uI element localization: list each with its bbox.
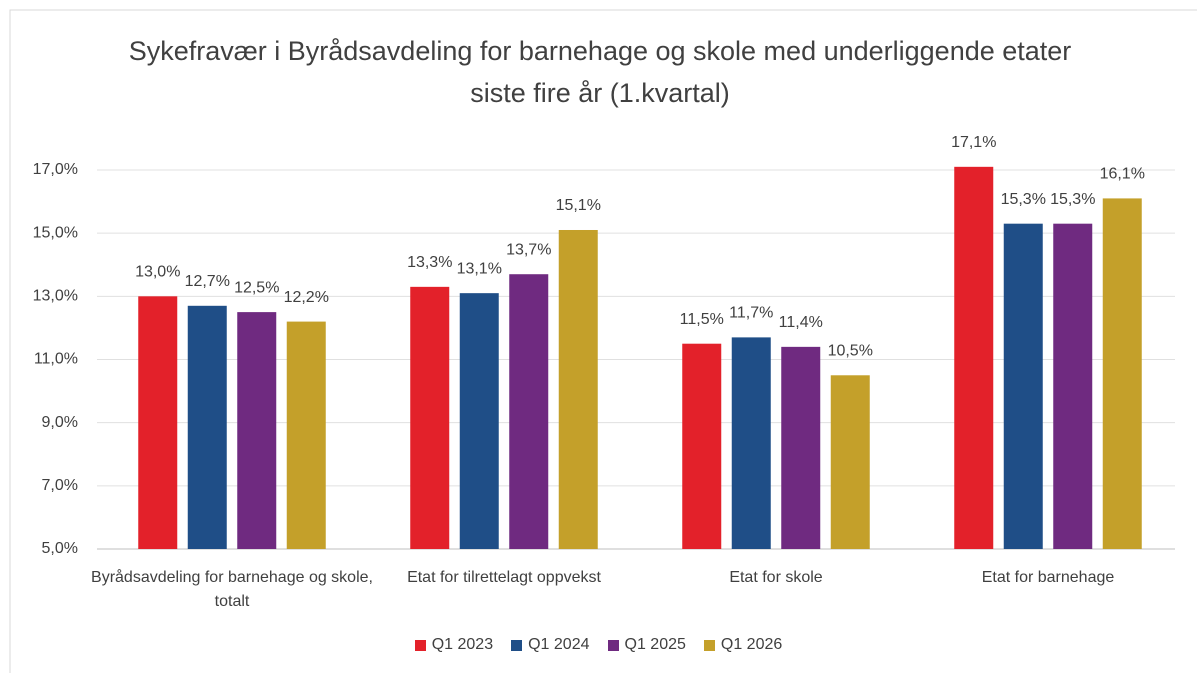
- data-label: 13,3%: [407, 254, 452, 271]
- data-label: 11,4%: [779, 314, 823, 331]
- data-label: 13,0%: [135, 264, 180, 281]
- bar: [286, 321, 326, 549]
- data-label: 13,1%: [457, 260, 502, 277]
- legend-label: Q1 2024: [528, 636, 590, 653]
- y-tick-label: 13,0%: [33, 288, 78, 305]
- y-tick-label: 7,0%: [42, 477, 78, 494]
- bar: [682, 343, 722, 549]
- bar: [731, 337, 771, 549]
- data-label: 15,1%: [556, 197, 601, 214]
- legend-item: Q1 2025: [607, 636, 686, 654]
- data-label: 15,3%: [1001, 191, 1046, 208]
- y-tick-label: 5,0%: [42, 540, 78, 557]
- legend-swatch: [703, 639, 715, 651]
- legend-swatch: [414, 639, 426, 651]
- legend-swatch: [607, 639, 619, 651]
- bar: [1053, 223, 1093, 549]
- bar: [138, 296, 178, 549]
- x-tick-label: Byrådsavdeling for barnehage og skole, t…: [91, 569, 373, 610]
- data-label: 15,3%: [1050, 191, 1095, 208]
- bar: [410, 286, 450, 549]
- data-label: 17,1%: [951, 134, 996, 151]
- legend-item: Q1 2026: [703, 636, 783, 654]
- x-tick-label: Etat for tilrettelagt oppvekst: [407, 569, 601, 586]
- bar: [509, 274, 549, 549]
- legend-label: Q1 2026: [720, 636, 783, 653]
- bar: [1102, 198, 1142, 549]
- bar: [237, 312, 277, 549]
- y-tick-label: 11,0%: [34, 351, 78, 368]
- legend-item: Q1 2023: [414, 636, 494, 654]
- bar: [558, 229, 598, 549]
- bar: [459, 293, 499, 549]
- chart-title: Sykefravær i Byrådsavdeling for barnehag…: [128, 36, 1072, 108]
- data-label: 10,5%: [828, 343, 873, 360]
- x-tick-label: Etat for skole: [729, 569, 823, 586]
- bar: [830, 375, 870, 549]
- bar: [781, 346, 821, 549]
- data-label: 16,1%: [1100, 166, 1145, 183]
- data-label: 11,5%: [680, 311, 724, 328]
- chart-border: [9, 9, 1197, 673]
- bar: [1003, 223, 1043, 549]
- x-tick-label: Etat for barnehage: [981, 569, 1115, 586]
- legend: Q1 2023 Q1 2024 Q1 2025 Q1 2026: [0, 636, 1197, 654]
- legend-item: Q1 2024: [511, 636, 590, 654]
- data-label: 12,2%: [284, 289, 329, 306]
- y-tick-label: 9,0%: [42, 414, 78, 431]
- legend-swatch: [511, 639, 523, 651]
- data-label: 12,7%: [185, 273, 230, 290]
- y-tick-label: 15,0%: [33, 224, 78, 241]
- legend-label: Q1 2025: [624, 636, 686, 653]
- data-label: 11,7%: [729, 305, 773, 322]
- data-label: 12,5%: [234, 279, 279, 296]
- y-tick-label: 17,0%: [33, 161, 78, 178]
- bar: [187, 305, 227, 549]
- bar: [954, 166, 994, 549]
- data-label: 13,7%: [506, 241, 551, 258]
- legend-label: Q1 2023: [431, 636, 494, 653]
